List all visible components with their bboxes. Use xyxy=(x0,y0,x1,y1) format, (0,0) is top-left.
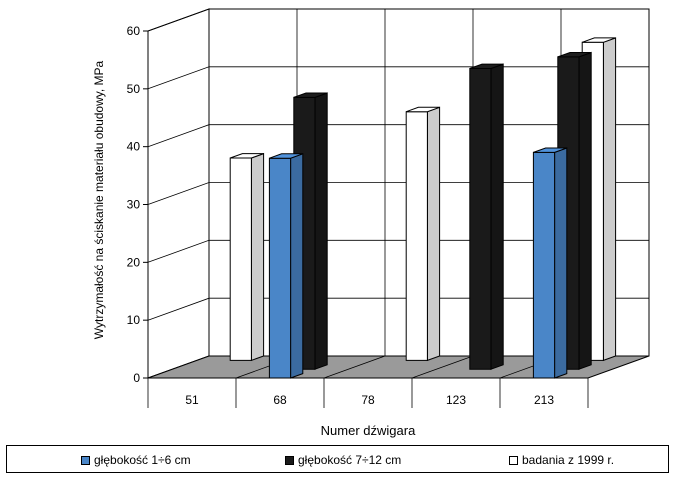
x-tick-label: 123 xyxy=(446,393,466,407)
x-axis-label: Numer dźwigara xyxy=(321,423,416,438)
y-tick-label: 10 xyxy=(127,313,141,327)
bar-front xyxy=(469,68,492,370)
legend-item-series-1: głębokość 1÷6 cm xyxy=(81,453,191,467)
bar-side xyxy=(426,106,441,362)
bar-top xyxy=(269,153,303,159)
bar-3-51 xyxy=(229,152,265,362)
bar-side xyxy=(314,92,328,370)
bar-side xyxy=(250,152,265,362)
bar-top xyxy=(469,63,504,69)
bar-front xyxy=(229,157,252,361)
y-tick-label: 20 xyxy=(127,255,141,269)
legend-item-series-2: głębokość 7÷12 cm xyxy=(285,453,401,467)
legend-swatch-series-1 xyxy=(81,455,90,465)
legend-swatch-series-3 xyxy=(509,455,518,465)
y-tick-label: 50 xyxy=(127,82,141,96)
bar-3-78 xyxy=(405,106,441,362)
bar-top xyxy=(406,106,440,113)
bar-front xyxy=(532,151,556,379)
legend-item-series-3: badania z 1999 r. xyxy=(509,453,614,467)
x-tick-label: 68 xyxy=(273,393,287,407)
x-tick-label: 51 xyxy=(185,393,199,407)
bar-side xyxy=(578,51,592,370)
legend-label-series-3: badania z 1999 r. xyxy=(522,453,615,467)
bar-front xyxy=(268,157,292,379)
chart: 0 10 20 30 40 50 60 51 68 78 123 213 Numer dźwigara… xyxy=(92,8,650,438)
floor-divider xyxy=(323,355,386,379)
bar-side xyxy=(490,63,504,370)
bar-side xyxy=(554,147,568,379)
x-tick-label: 213 xyxy=(534,393,554,407)
bar-top xyxy=(533,147,567,153)
bar-1-213 xyxy=(532,147,568,379)
gridline xyxy=(147,8,649,32)
y-axis-label: Wytrzymałość na ściskanie materiału obud… xyxy=(92,60,106,339)
y-tick-label: 40 xyxy=(127,140,141,154)
bar-top xyxy=(293,92,328,98)
bar-side xyxy=(290,153,304,379)
bar-top xyxy=(557,52,592,58)
bar-1-68 xyxy=(268,153,304,379)
tick-labels: 0 10 20 30 40 50 60 51 68 78 123 213 xyxy=(127,24,555,407)
bar-top xyxy=(230,153,264,159)
legend-swatch-series-2 xyxy=(285,455,294,465)
y-tick-label: 0 xyxy=(133,371,140,385)
y-tick-label: 60 xyxy=(127,24,141,38)
bar-side xyxy=(602,37,617,362)
y-tick-label: 30 xyxy=(127,198,141,212)
bar-2-213 xyxy=(557,51,592,370)
axes xyxy=(143,30,589,408)
legend-label-series-2: głębokość 7÷12 cm xyxy=(298,453,402,467)
x-tick-label: 78 xyxy=(361,393,375,407)
floor-divider xyxy=(411,355,474,379)
legend-label-series-1: głębokość 1÷6 cm xyxy=(94,453,191,467)
bar-top xyxy=(582,37,616,43)
bar-2-123 xyxy=(469,63,504,370)
legend: głębokość 1÷6 cm głębokość 7÷12 cm badan… xyxy=(6,445,669,473)
bars xyxy=(229,37,617,379)
bar-front xyxy=(405,111,428,361)
